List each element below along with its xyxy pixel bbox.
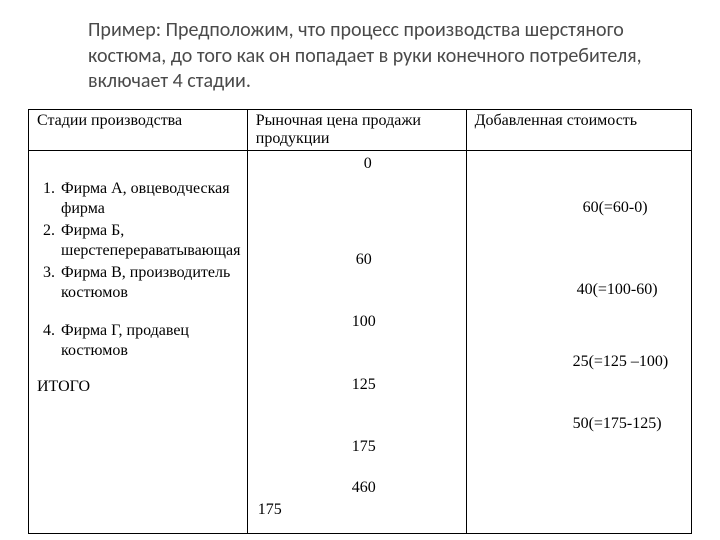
slide-title: Пример: Предположим, что процесс произво… bbox=[88, 18, 648, 95]
price-60: 60 bbox=[356, 251, 372, 269]
price-175: 175 bbox=[352, 438, 376, 456]
price-100: 100 bbox=[352, 313, 376, 331]
price-0: 0 bbox=[364, 155, 372, 173]
table-body-row: Фирма А, овцеводческая фирма Фирма Б, ше… bbox=[29, 150, 692, 533]
added-40: 40(=100-60) bbox=[577, 281, 658, 299]
stage-item-3: Фирма В, производитель костюмов bbox=[59, 263, 241, 303]
stage-total-label: ИТОГО bbox=[37, 377, 241, 397]
table-header-row: Стадии производства Рыночная цена продаж… bbox=[29, 109, 692, 150]
col-header-added: Добавленная стоимость bbox=[466, 109, 691, 150]
stage-item-4: Фирма Г, продавец костюмов bbox=[59, 321, 241, 361]
added-60: 60(=60-0) bbox=[583, 199, 648, 217]
price-125: 125 bbox=[352, 376, 376, 394]
added-25: 25(=125 –100) bbox=[573, 353, 669, 371]
stage-item-2: Фирма Б, шерстеперераватывающая bbox=[59, 221, 241, 261]
production-table: Стадии производства Рыночная цена продаж… bbox=[28, 109, 692, 534]
stage-item-1: Фирма А, овцеводческая фирма bbox=[59, 179, 241, 219]
col-header-stage: Стадии производства bbox=[29, 109, 248, 150]
price-175b: 175 bbox=[258, 501, 282, 519]
price-460: 460 bbox=[352, 479, 376, 497]
added-cell: 60(=60-0) 40(=100-60) 25(=125 –100) 50(=… bbox=[466, 150, 691, 533]
col-header-price: Рыночная цена продажи продукции bbox=[247, 109, 466, 150]
added-50: 50(=175-125) bbox=[573, 415, 662, 433]
price-cell: 0 60 100 125 175 460 175 bbox=[247, 150, 466, 533]
stage-cell: Фирма А, овцеводческая фирма Фирма Б, ше… bbox=[29, 150, 248, 533]
